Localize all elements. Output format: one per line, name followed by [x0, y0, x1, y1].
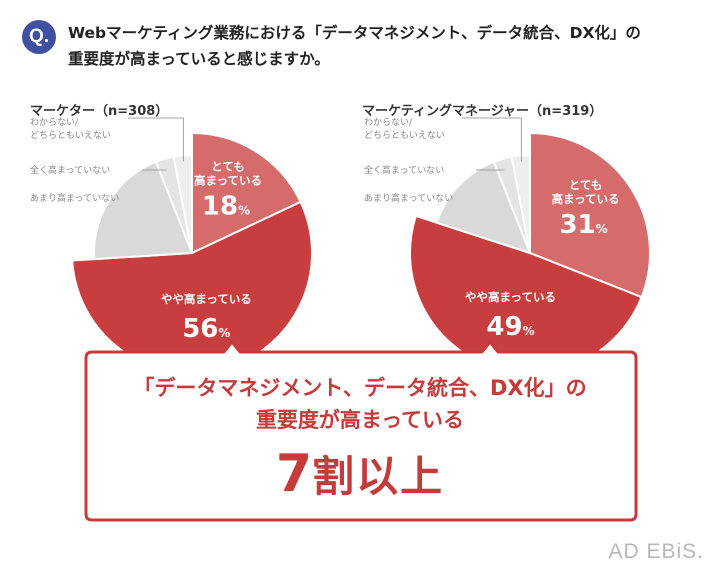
chart-title-manager: マーケティングマネージャー（n=319） [362, 104, 603, 119]
slice-label: どちらともいえない [30, 130, 111, 141]
slice-unit: % [218, 326, 230, 340]
slice-label: とても [211, 159, 245, 173]
callout-highlight: 7割以上 [90, 444, 630, 516]
callout-big-text: 割以上 [312, 452, 445, 501]
callout-line-2: 重要度が高まっている [255, 408, 465, 432]
leader-line [128, 117, 184, 162]
callout-line-1: 「データマネジメント、データ統合、DX化」の [133, 376, 587, 400]
pie-chart-2: とても高まっている31%やや高まっている49%あまり高まっていない全く高まってい… [364, 117, 651, 374]
question-badge: Q. [22, 20, 56, 54]
slice-label: とても [569, 178, 603, 192]
slice-label: 高まっている [552, 192, 620, 206]
pie-slice-unknown [172, 153, 193, 254]
pie-slice-notmuch [93, 160, 194, 261]
slice-label: わからない/ [30, 117, 79, 128]
adebis-logo: AD EBiS. [608, 540, 704, 563]
slice-unit: % [238, 203, 250, 217]
callout-big-number: 7 [275, 444, 313, 504]
question-line-2: 重要度が高まっていると感じますか。 [68, 50, 330, 68]
slice-label: 全く高まっていない [30, 164, 110, 176]
pie-slice-unknown [510, 153, 531, 254]
slice-label: やや高まっている [161, 292, 252, 306]
slice-unit: % [596, 222, 608, 236]
pie-slice-notmuch [435, 160, 532, 255]
slice-label: あまり高まっていない [30, 192, 119, 204]
pie-chart-1: とても高まっている18%やや高まっている56%あまり高まっていない全く高まってい… [30, 117, 313, 375]
slice-label: どちらともいえない [364, 130, 445, 141]
slice-label: 高まっている [194, 173, 262, 187]
slice-label: あまり高まっていない [364, 192, 453, 204]
slice-label: 全く高まっていない [364, 164, 444, 176]
callout-headline: 「データマネジメント、データ統合、DX化」の 重要度が高まっている [90, 372, 630, 436]
chart-title-marketer: マーケター（n=308） [30, 104, 169, 119]
slice-label: やや高まっている [465, 290, 556, 304]
slice-unit: % [523, 324, 535, 338]
pie-slice-high [529, 131, 651, 299]
question-text: Webマーケティング業務における「データマネジメント、データ統合、DX化」の 重… [68, 20, 698, 72]
question-line-1: Webマーケティング業務における「データマネジメント、データ統合、DX化」の [68, 24, 641, 42]
leader-line [462, 117, 522, 162]
pie-slice-high [191, 131, 302, 255]
slice-label: わからない/ [364, 117, 413, 128]
